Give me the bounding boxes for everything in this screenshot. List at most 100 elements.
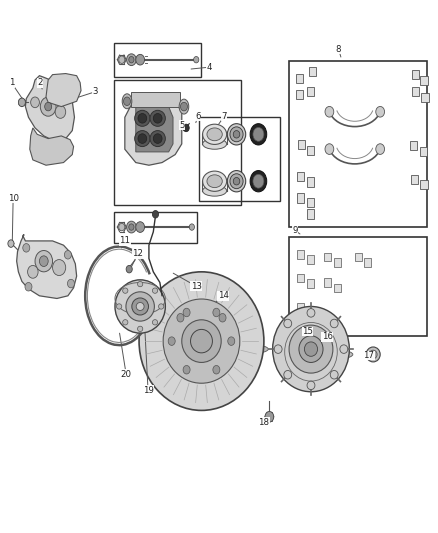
Ellipse shape (369, 350, 377, 359)
Circle shape (168, 337, 175, 345)
Text: 11: 11 (119, 237, 131, 245)
Ellipse shape (153, 134, 162, 143)
Text: 3: 3 (93, 87, 98, 96)
Text: 9: 9 (292, 226, 297, 235)
Bar (297, 274, 304, 282)
Circle shape (189, 224, 194, 230)
Ellipse shape (207, 175, 222, 188)
Ellipse shape (202, 171, 227, 191)
Ellipse shape (233, 131, 240, 138)
Ellipse shape (307, 309, 315, 317)
Ellipse shape (233, 177, 240, 185)
Bar (307, 177, 314, 187)
Ellipse shape (163, 299, 240, 383)
Circle shape (45, 102, 52, 111)
Ellipse shape (284, 319, 292, 328)
Circle shape (136, 54, 145, 65)
Ellipse shape (250, 171, 267, 192)
Ellipse shape (191, 329, 212, 353)
Ellipse shape (299, 336, 323, 362)
Ellipse shape (230, 174, 243, 189)
Circle shape (194, 56, 199, 63)
Circle shape (136, 222, 145, 232)
Circle shape (183, 124, 189, 132)
Ellipse shape (150, 131, 166, 147)
Bar (307, 146, 314, 155)
Ellipse shape (115, 280, 166, 333)
Ellipse shape (202, 124, 227, 144)
Ellipse shape (366, 347, 380, 362)
Ellipse shape (230, 127, 243, 142)
Ellipse shape (207, 128, 222, 141)
Ellipse shape (159, 304, 164, 309)
Ellipse shape (117, 304, 122, 309)
Bar (114, 80, 241, 205)
Bar (421, 93, 429, 102)
Bar (412, 70, 419, 79)
Bar (307, 87, 314, 96)
Text: 13: 13 (191, 282, 202, 290)
Text: 18: 18 (258, 418, 269, 426)
Bar (289, 237, 427, 336)
Text: 16: 16 (321, 333, 333, 341)
Polygon shape (136, 107, 173, 152)
Bar (307, 308, 314, 316)
Bar (411, 175, 418, 184)
Bar (199, 117, 280, 201)
Bar (420, 147, 427, 156)
Ellipse shape (135, 131, 150, 147)
Bar (307, 279, 314, 288)
Bar (309, 67, 316, 76)
Text: 5: 5 (179, 121, 184, 130)
Text: 12: 12 (132, 249, 144, 258)
Ellipse shape (138, 326, 143, 332)
Ellipse shape (274, 345, 282, 353)
Ellipse shape (138, 114, 147, 123)
Circle shape (180, 102, 187, 111)
Ellipse shape (250, 124, 267, 145)
Ellipse shape (152, 320, 158, 325)
Circle shape (18, 98, 25, 107)
Bar (297, 193, 304, 203)
Ellipse shape (289, 325, 333, 373)
Ellipse shape (179, 99, 189, 114)
Ellipse shape (144, 341, 268, 357)
Circle shape (55, 106, 66, 118)
Circle shape (152, 211, 159, 218)
Ellipse shape (202, 139, 227, 149)
Bar (307, 198, 314, 207)
Ellipse shape (227, 124, 246, 145)
Bar (410, 141, 417, 150)
Ellipse shape (139, 272, 264, 410)
Ellipse shape (132, 298, 148, 315)
Polygon shape (17, 235, 77, 298)
Bar (364, 258, 371, 266)
Ellipse shape (284, 370, 292, 379)
Circle shape (119, 223, 125, 231)
Ellipse shape (340, 345, 348, 353)
Bar (296, 90, 303, 99)
Circle shape (183, 366, 190, 374)
Polygon shape (125, 93, 182, 165)
Circle shape (8, 240, 14, 247)
Bar (324, 278, 331, 287)
Circle shape (325, 107, 334, 117)
Text: 20: 20 (120, 370, 132, 378)
Ellipse shape (307, 381, 315, 390)
Circle shape (25, 282, 32, 291)
Circle shape (228, 337, 235, 345)
Circle shape (177, 313, 184, 322)
Circle shape (376, 144, 385, 155)
Circle shape (325, 144, 334, 155)
Circle shape (124, 97, 131, 106)
Text: 2: 2 (38, 78, 43, 87)
Ellipse shape (123, 288, 128, 293)
Bar (324, 253, 331, 261)
Circle shape (64, 251, 71, 259)
Ellipse shape (182, 320, 221, 362)
Text: 1: 1 (9, 78, 14, 87)
Ellipse shape (138, 281, 143, 287)
Text: 10: 10 (7, 194, 19, 203)
Bar (297, 303, 304, 312)
Bar (334, 284, 341, 292)
